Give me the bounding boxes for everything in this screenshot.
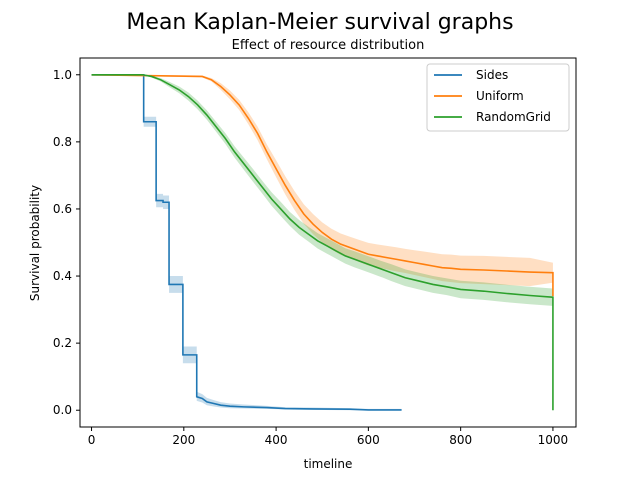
uniform-legend-label: Uniform [476,89,524,103]
x-tick-label: 200 [172,433,195,447]
x-tick-label: 600 [357,433,380,447]
y-axis: 0.0 0.2 0.4 0.6 0.8 1.0 [53,68,80,417]
y-tick-label: 0.0 [53,403,72,417]
chart-title: Mean Kaplan-Meier survival graphs [126,10,513,35]
y-tick-label: 0.2 [53,336,72,350]
uniform-confidence-band [91,74,553,287]
y-tick-label: 1.0 [53,68,72,82]
sides-legend-label: Sides [476,68,508,82]
chart-subtitle: Effect of resource distribution [232,38,425,53]
x-tick-label: 400 [265,433,288,447]
uniform-series-line [91,73,554,297]
confidence-bands [91,74,553,411]
y-tick-label: 0.8 [53,135,72,149]
x-tick-label: 800 [449,433,472,447]
plot-frame [79,57,577,428]
randomgrid-series-line [91,73,554,411]
x-axis: 0 200 400 600 800 1000 [88,427,568,447]
x-tick-label: 0 [88,433,96,447]
legend: Sides Uniform RandomGrid [426,63,570,132]
y-tick-label: 0.6 [53,202,72,216]
series-lines [91,73,554,411]
randomgrid-legend-label: RandomGrid [476,110,551,124]
legend-box [426,63,570,132]
sides-series-line [91,73,402,411]
y-tick-label: 0.4 [53,269,72,283]
x-axis-label: timeline [304,457,353,471]
y-axis-label: Survival probability [28,185,42,301]
x-tick-label: 1000 [538,433,569,447]
